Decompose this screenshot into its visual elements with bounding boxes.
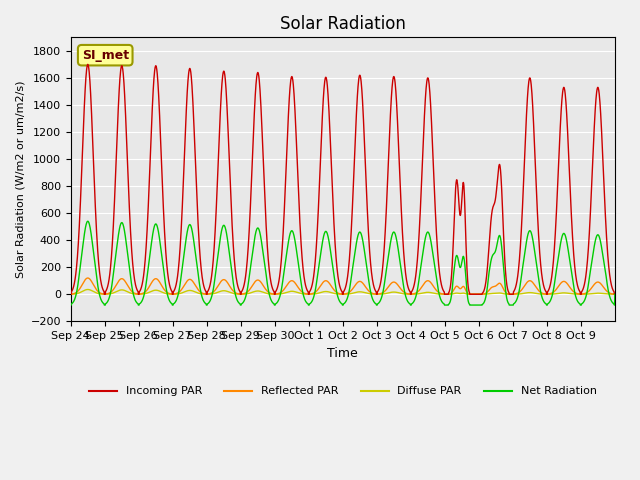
Title: Solar Radiation: Solar Radiation: [280, 15, 406, 33]
X-axis label: Time: Time: [328, 347, 358, 360]
Legend: Incoming PAR, Reflected PAR, Diffuse PAR, Net Radiation: Incoming PAR, Reflected PAR, Diffuse PAR…: [84, 382, 601, 401]
Y-axis label: Solar Radiation (W/m2 or um/m2/s): Solar Radiation (W/m2 or um/m2/s): [15, 81, 25, 278]
Text: SI_met: SI_met: [82, 48, 129, 62]
